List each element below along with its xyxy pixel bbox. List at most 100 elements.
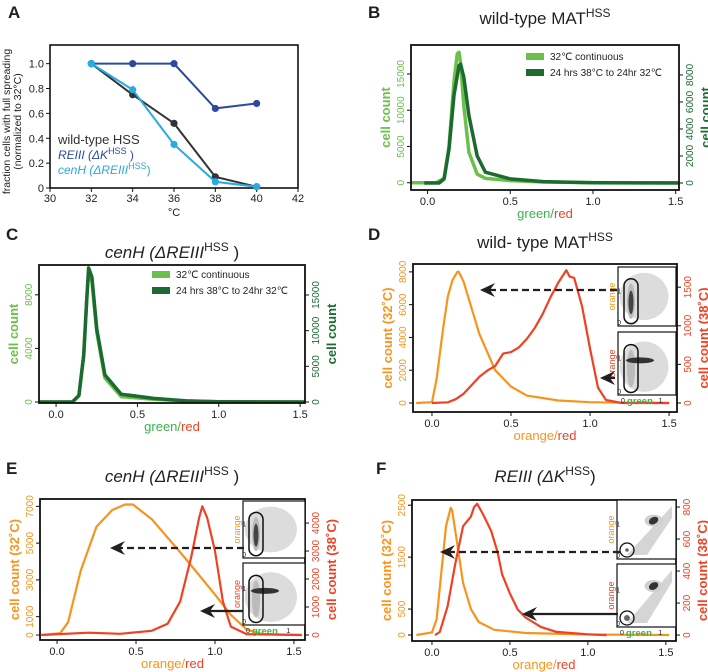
gate-oval	[248, 574, 264, 624]
x-label-part: red	[558, 428, 577, 443]
arrowhead-icon	[522, 607, 537, 621]
series-line-1	[434, 502, 607, 637]
series-line-0	[416, 506, 670, 637]
legend-text: wild-type HSS	[57, 132, 140, 147]
inset-y-label: orange	[232, 580, 242, 608]
plot-frame	[38, 264, 306, 404]
y-tick-label-right: 0	[311, 399, 322, 405]
y-tick-label-left: 8000	[24, 283, 35, 306]
data-point	[253, 99, 261, 108]
series-line-0	[41, 503, 302, 637]
x-tick-label: 34	[127, 193, 139, 205]
inset-y-tick: 1	[242, 586, 246, 593]
x-tick-label: 1.0	[580, 647, 595, 659]
data-point	[253, 183, 261, 191]
y-axis-label-left: cell count (32˚C)	[380, 287, 395, 388]
y-tick-label-right: 4000	[685, 117, 696, 140]
y-axis-label-left: cell count (32˚C)	[7, 519, 22, 620]
panel-label: B	[368, 3, 380, 22]
x-tick-label: 0.0	[424, 418, 439, 430]
y-tick-label: 0	[38, 183, 44, 195]
x-label-part: orange	[141, 656, 181, 671]
gate-oval	[623, 278, 639, 325]
y-tick-label-right: 200	[682, 594, 693, 611]
inset-y-tick: 0	[617, 320, 621, 327]
y-tick-label-left: 10000	[396, 96, 407, 124]
y-axis-label-right: cell count	[324, 303, 339, 364]
legend-label: 24 hrs 38°C to 24hr 32℃	[550, 68, 662, 79]
x-tick-label: 42	[292, 193, 304, 205]
title-sup: HSS	[204, 464, 229, 478]
x-label-part: orange	[513, 657, 553, 672]
panel-label: E	[6, 459, 17, 478]
y-tick-label-right: 4000	[311, 511, 322, 534]
legend-label: 32℃ continuous	[176, 270, 250, 281]
series-line-1	[41, 505, 302, 637]
inset-y-tick: 0	[616, 621, 620, 628]
x-axis-label: green/red	[517, 206, 573, 221]
x-tick-label: 1.0	[582, 418, 597, 430]
legend-label: 32℃ continuous	[550, 52, 624, 63]
series-line-1	[431, 269, 670, 405]
series-line-1	[91, 62, 257, 110]
title-sup: HSS	[588, 230, 613, 244]
x-label-part: green	[144, 419, 177, 434]
y-tick-label: 0.2	[29, 158, 44, 170]
y-tick-label-right: 3000	[311, 539, 322, 562]
legend-swatch	[152, 271, 170, 278]
arrowhead-icon	[480, 283, 495, 297]
gate-oval	[248, 511, 264, 557]
y-tick-label-left: 6000	[398, 293, 409, 316]
series-line-1	[424, 62, 679, 185]
x-axis-label: green/red	[144, 419, 200, 434]
panel-label: C	[6, 225, 18, 244]
scatter-inset: orange 0 1 0 1 green	[607, 331, 677, 407]
x-tick-label: 1.5	[658, 647, 673, 659]
legend-label: 24 hrs 38°C to 24hr 32℃	[176, 286, 288, 297]
scatter-cloud	[621, 506, 672, 555]
inset-x-label: green	[626, 628, 652, 639]
scatter-density	[628, 290, 634, 315]
title-sup: HSS	[565, 464, 590, 478]
y-tick-label-right: 2000	[311, 567, 322, 590]
panel-label: F	[376, 459, 386, 478]
inset-x-tick: 0	[620, 630, 624, 637]
legend-entry: REIII (ΔKHSS )	[58, 146, 134, 162]
inset-x-tick: 1	[658, 630, 662, 637]
x-tick-label: 38	[209, 193, 221, 205]
legend-sup: HSS	[128, 161, 147, 171]
x-label-part: /	[553, 657, 557, 672]
y-tick-label-right: 400	[682, 562, 693, 579]
legend-entry: cenH (ΔREIIIHSS)	[58, 161, 151, 177]
y-axis-label-right: cell count	[698, 86, 708, 147]
y-tick-label-right: 1000	[311, 595, 322, 618]
title-text: )	[229, 243, 239, 262]
y-tick-label-right: 500	[683, 356, 694, 373]
inset-x-tick: 0	[246, 628, 250, 635]
y-axis-label-left: cell count (32˚C)	[379, 520, 394, 621]
scatter-density	[627, 349, 635, 388]
x-tick-label: 1.0	[211, 409, 226, 421]
inset-x-label: green	[252, 626, 278, 637]
y-tick-label-right: 1000	[683, 314, 694, 337]
y-tick-label: 0.6	[29, 108, 44, 120]
x-tick-label: 0.0	[420, 196, 435, 208]
legend-text: )	[147, 163, 151, 177]
scatter-inset: orange 0 1	[232, 500, 306, 559]
x-label-part: red	[557, 657, 576, 672]
title-sup: HSS	[204, 240, 229, 254]
y-tick-label-right: 15000	[311, 281, 322, 309]
x-tick-label: 0.5	[503, 196, 518, 208]
inset-y-tick: 1	[242, 522, 246, 529]
x-tick-label: 32	[85, 193, 97, 205]
y-tick-label-left: 500	[397, 600, 408, 617]
scatter-density	[648, 582, 659, 590]
legend-entry: wild-type HSS	[57, 132, 140, 147]
title-text: )	[590, 467, 596, 486]
scatter-inset: orange 0 1 0 1 green	[606, 563, 677, 639]
inset-y-label: orange	[607, 282, 617, 310]
y-tick-label-left: 4000	[24, 337, 35, 360]
y-tick-label-left: 2000	[398, 359, 409, 382]
